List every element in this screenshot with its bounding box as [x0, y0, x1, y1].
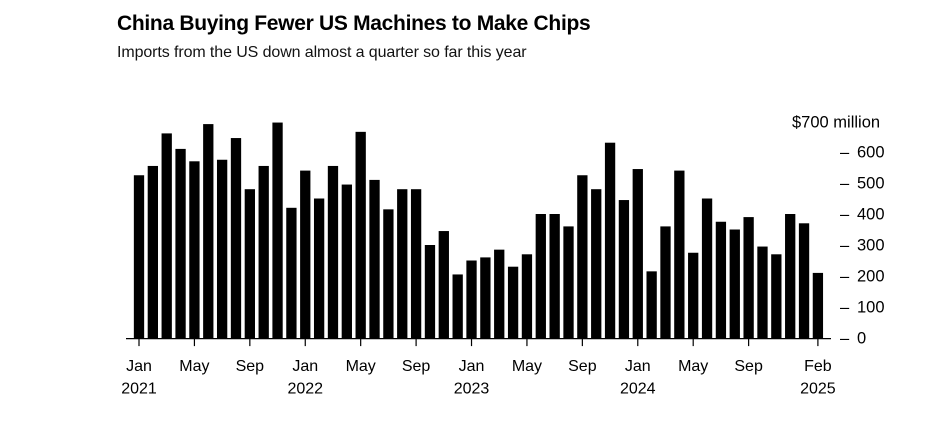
bar-feb-2023 — [480, 257, 491, 338]
x-tick-month-label: May — [179, 358, 209, 375]
y-tick-dash: – — [840, 206, 850, 224]
x-tick-year-label: 2023 — [454, 381, 490, 398]
x-tick-year-label: 2024 — [620, 381, 656, 398]
x-tick-month-label: Feb — [804, 358, 832, 375]
bar-jan-2023 — [466, 260, 477, 338]
y-tick-dash: – — [840, 175, 850, 193]
y-axis-unit-label: $700 million — [792, 114, 880, 132]
bar-dec-2023 — [618, 200, 630, 338]
x-tick-month-label: Jan — [459, 358, 485, 375]
x-tick-month-label: Sep — [568, 358, 597, 375]
bar-mar-2021 — [161, 133, 172, 338]
x-tick-year-label: 2021 — [121, 381, 157, 398]
y-tick-label-400: 400 — [857, 206, 885, 224]
bar-aug-2021 — [230, 138, 242, 338]
bar-feb-2021 — [147, 165, 158, 338]
bar-nov-2024 — [771, 254, 782, 338]
y-tick-dash: – — [840, 268, 850, 286]
x-tick-month-label: May — [346, 358, 376, 375]
bar-dec-2021 — [286, 207, 297, 338]
bar-jun-2021 — [203, 124, 214, 338]
bar-sep-2022 — [410, 189, 422, 338]
bar-may-2021 — [189, 161, 200, 338]
bar-jan-2021 — [133, 175, 145, 338]
y-tick-label-200: 200 — [857, 268, 885, 286]
bar-aug-2023 — [563, 226, 574, 338]
x-tick-month-label: May — [512, 358, 542, 375]
x-tick-month-label: Sep — [236, 358, 265, 375]
bar-feb-2025 — [812, 272, 824, 338]
bar-jul-2022 — [383, 209, 394, 338]
bar-apr-2024 — [674, 170, 685, 338]
bar-nov-2021 — [272, 122, 283, 338]
bar-may-2024 — [688, 252, 699, 338]
chart-subtitle: Imports from the US down almost a quarte… — [117, 44, 527, 61]
bar-oct-2023 — [591, 189, 602, 338]
bar-jan-2022 — [300, 170, 311, 338]
bar-may-2023 — [521, 254, 533, 338]
y-tick-label-0: 0 — [857, 330, 866, 348]
y-tick-label-300: 300 — [857, 237, 885, 255]
bar-sep-2023 — [577, 175, 588, 338]
x-tick-year-label: 2025 — [800, 381, 836, 398]
bar-may-2022 — [355, 131, 366, 338]
bars-group — [133, 122, 824, 338]
x-axis-group: Jan 2021 May Sep Jan 2022 May Sep Jan 2023 May Sep J… — [121, 338, 836, 398]
y-axis-group: –600– 500– 400– 300– 200– 100– 0$700 million — [792, 114, 885, 348]
bar-apr-2022 — [341, 184, 352, 338]
bar-apr-2023 — [507, 266, 519, 338]
bar-feb-2022 — [313, 198, 325, 338]
y-tick-label-600: 600 — [857, 144, 885, 162]
bar-jul-2024 — [715, 221, 727, 338]
y-tick-dash: – — [840, 299, 850, 317]
y-tick-dash: – — [840, 237, 850, 255]
bar-jun-2023 — [535, 214, 546, 338]
bar-feb-2024 — [646, 271, 657, 338]
x-tick-month-label: Sep — [734, 358, 763, 375]
bar-oct-2022 — [424, 245, 436, 338]
y-tick-label-100: 100 — [857, 299, 885, 317]
y-tick-dash: – — [840, 330, 850, 348]
bar-aug-2022 — [397, 189, 408, 338]
bar-dec-2024 — [785, 214, 796, 338]
bar-oct-2021 — [258, 165, 269, 338]
bar-jan-2025 — [798, 223, 810, 338]
x-tick-month-label: Jan — [625, 358, 651, 375]
bar-aug-2024 — [729, 229, 740, 338]
x-tick-month-label: May — [678, 358, 708, 375]
chart-title: China Buying Fewer US Machines to Make C… — [117, 12, 591, 35]
bar-sep-2024 — [743, 217, 754, 338]
bar-jul-2021 — [216, 159, 228, 338]
bar-oct-2024 — [757, 246, 768, 338]
bar-mar-2022 — [327, 165, 339, 338]
x-tick-month-label: Sep — [402, 358, 431, 375]
bar-sep-2021 — [244, 189, 255, 338]
x-tick-month-label: Jan — [126, 358, 152, 375]
x-tick-month-label: Jan — [292, 358, 318, 375]
bar-mar-2023 — [494, 249, 505, 338]
bar-mar-2024 — [660, 226, 671, 338]
y-tick-dash: – — [840, 144, 850, 162]
bar-jul-2023 — [549, 214, 560, 338]
bar-nov-2023 — [604, 142, 616, 338]
bar-jan-2024 — [632, 169, 643, 338]
bar-jun-2024 — [701, 198, 713, 338]
bar-apr-2021 — [175, 148, 186, 338]
y-tick-label-500: 500 — [857, 175, 885, 193]
bar-dec-2022 — [452, 274, 463, 338]
bar-nov-2022 — [438, 231, 449, 338]
bar-jun-2022 — [369, 179, 380, 338]
x-tick-year-label: 2022 — [287, 381, 323, 398]
